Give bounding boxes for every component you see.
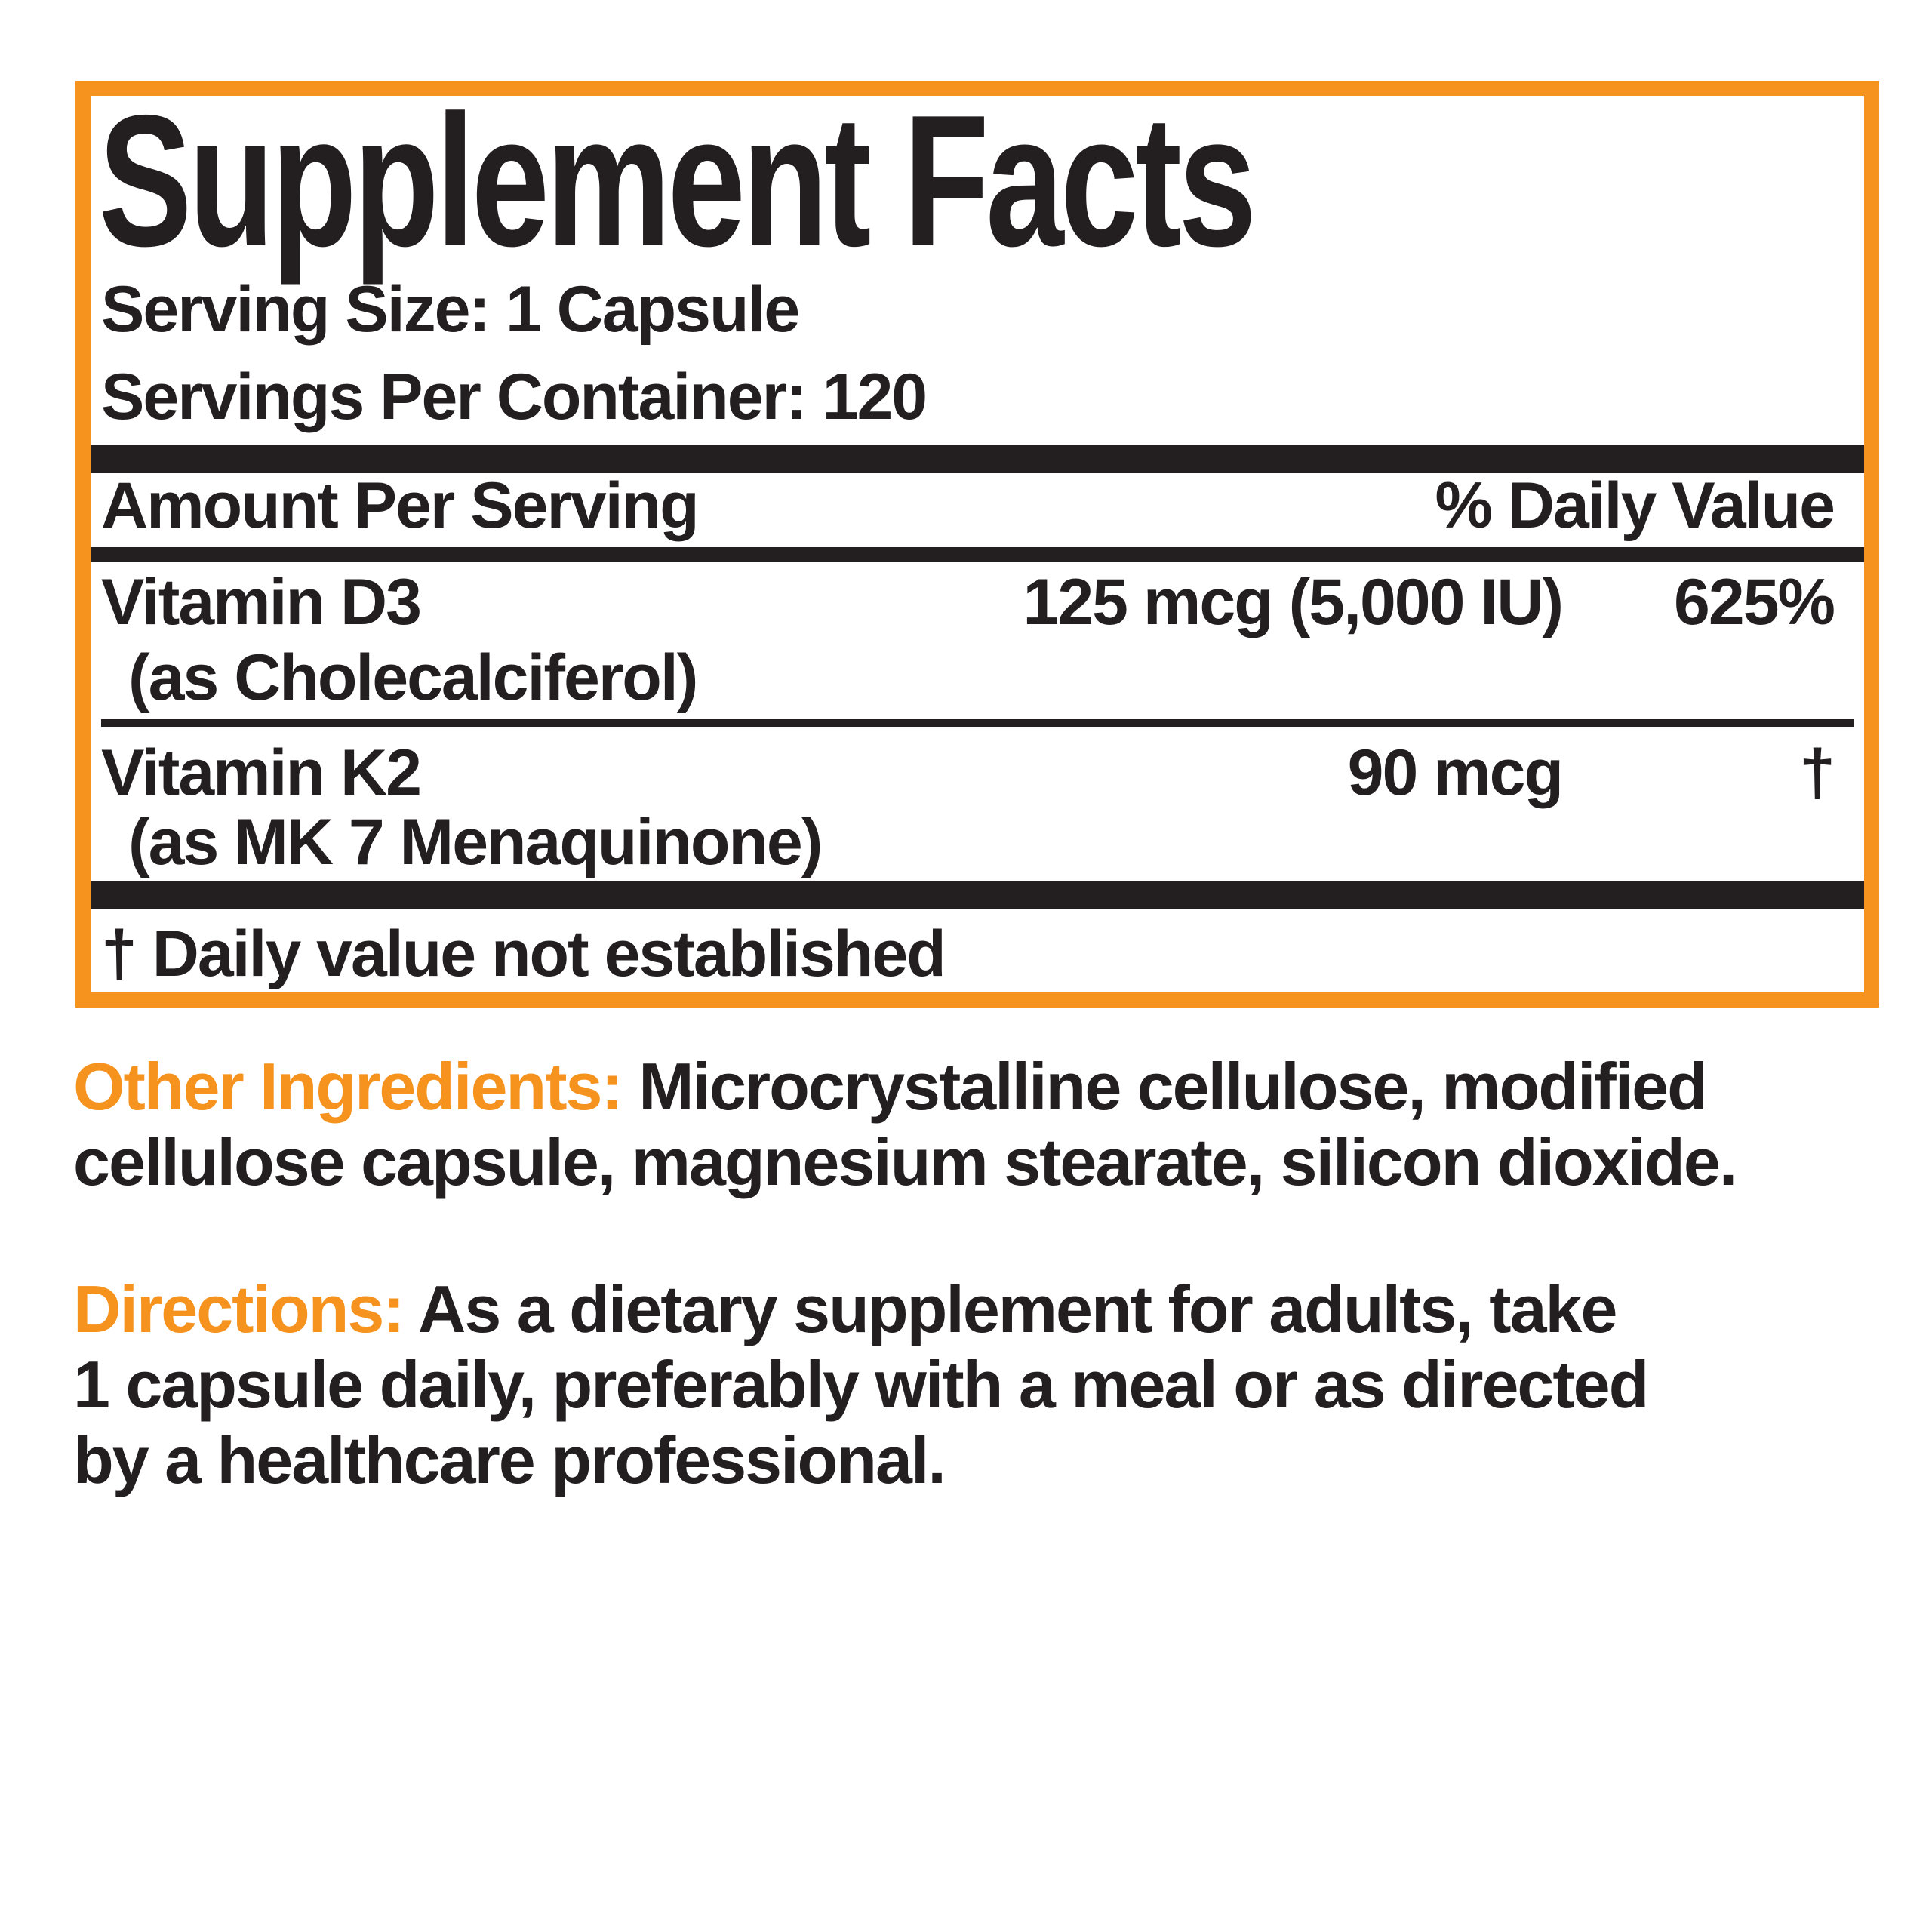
vitamin-d3-daily-value: 625% xyxy=(1674,566,1835,638)
divider-medium xyxy=(91,547,1864,562)
vitamin-k2-name-cell: Vitamin K2 (as MK 7 Menaquinone) xyxy=(101,740,1348,875)
daily-value-footnote: † Daily value not established xyxy=(101,918,946,990)
vitamin-k2-name: Vitamin K2 xyxy=(101,737,422,809)
vitamin-k2-amount: 90 mcg xyxy=(1347,737,1564,809)
table-header-row: Amount Per Serving % Daily Value xyxy=(91,473,1864,538)
other-ingredients-line2: cellulose capsule, magnesium stearate, s… xyxy=(73,1124,1737,1199)
other-ingredients-line1: Microcrystalline cellulose, modified xyxy=(621,1049,1708,1124)
other-ingredients-label: Other Ingredients: xyxy=(73,1049,623,1124)
vitamin-d3-detail: (as Cholecalciferol) xyxy=(128,641,698,714)
table-row-vitamin-d3: Vitamin D3 (as Cholecalciferol) 125 mcg … xyxy=(91,570,1864,710)
divider-thick-top xyxy=(91,445,1864,473)
vitamin-k2-detail: (as MK 7 Menaquinone) xyxy=(128,806,823,878)
divider-thick-bottom xyxy=(91,881,1864,909)
divider-thin xyxy=(101,719,1854,727)
vitamin-d3-amount: 125 mcg (5,000 IU) xyxy=(1023,566,1564,638)
panel-title: Supplement Facts xyxy=(98,75,1257,285)
directions-line2: 1 capsule daily, preferably with a meal … xyxy=(73,1347,1649,1422)
amount-per-serving-label: Amount Per Serving xyxy=(101,469,700,542)
vitamin-d3-name-cell: Vitamin D3 (as Cholecalciferol) xyxy=(101,570,1023,710)
servings-per-container-line: Servings Per Container: 120 xyxy=(101,361,928,433)
supplement-facts-panel: Supplement Facts Serving Size: 1 Capsule… xyxy=(75,81,1879,1008)
directions-label: Directions: xyxy=(73,1272,405,1346)
serving-size-line: Serving Size: 1 Capsule xyxy=(101,273,800,346)
vitamin-k2-daily-value-dagger: † xyxy=(1799,737,1835,809)
directions-line1: As a dietary supplement for adults, take xyxy=(403,1272,1618,1346)
directions-line3: by a healthcare professional. xyxy=(73,1423,946,1497)
vitamin-d3-name: Vitamin D3 xyxy=(101,566,422,638)
daily-value-label: % Daily Value xyxy=(1435,469,1835,542)
other-ingredients-paragraph: Other Ingredients: Microcrystalline cell… xyxy=(73,1049,1869,1200)
table-row-vitamin-k2: Vitamin K2 (as MK 7 Menaquinone) 90 mcg … xyxy=(91,740,1864,875)
directions-paragraph: Directions: As a dietary supplement for … xyxy=(73,1272,1869,1498)
